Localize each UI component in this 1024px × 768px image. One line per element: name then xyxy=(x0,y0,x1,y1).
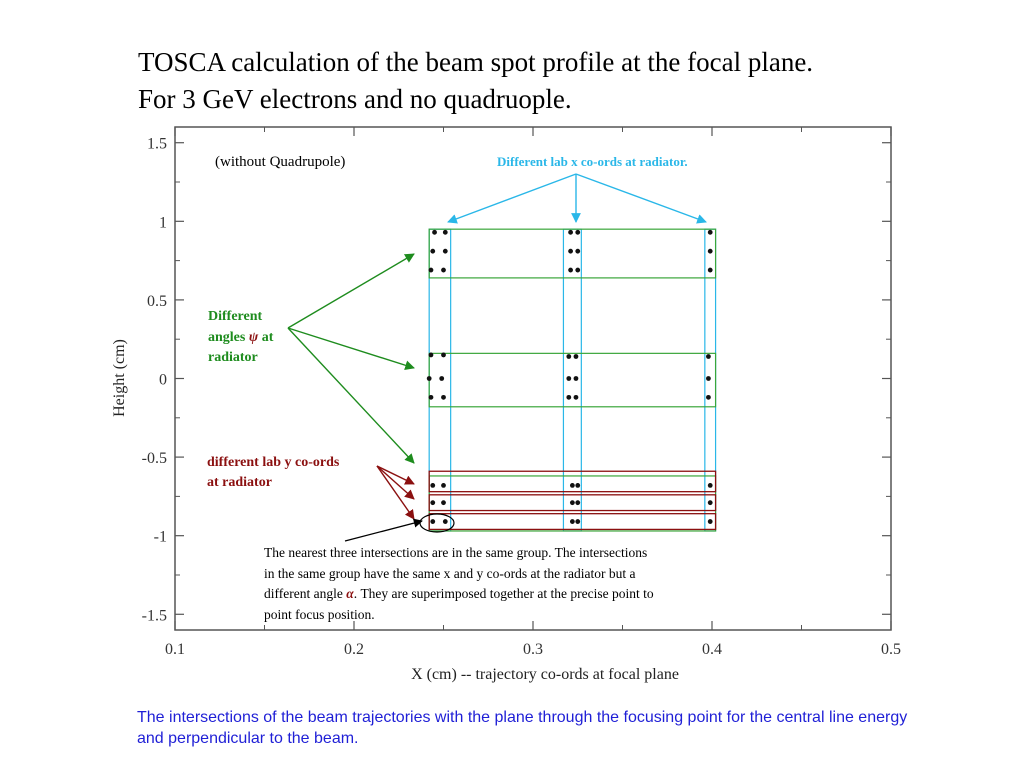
data-point xyxy=(430,482,436,488)
data-point xyxy=(707,229,713,235)
data-point xyxy=(575,500,581,506)
data-point xyxy=(707,519,713,524)
data-point xyxy=(568,267,573,273)
angles-line-2-pre: angles xyxy=(208,330,249,345)
lab-y-row-box xyxy=(428,470,717,493)
lab-y-row-box xyxy=(428,494,717,512)
note-alpha-symbol: α xyxy=(346,586,354,601)
slide-title-line-1: TOSCA calculation of the beam spot profi… xyxy=(138,47,814,77)
data-point xyxy=(573,394,579,400)
annotation-lab-x: Different lab x co-ords at radiator. xyxy=(497,154,688,169)
data-point xyxy=(430,500,436,506)
data-point xyxy=(428,352,434,358)
y-tick-label: -1 xyxy=(154,529,167,546)
y-tick-label: 1.5 xyxy=(147,136,167,153)
y-tick-label: 0 xyxy=(159,372,167,389)
data-point xyxy=(426,376,432,381)
data-point xyxy=(575,229,581,235)
x-axis-label: X (cm) -- trajectory co-ords at focal pl… xyxy=(411,666,679,683)
data-point xyxy=(707,482,713,488)
lab-x-arrows xyxy=(447,173,707,224)
note-line-4: point focus position. xyxy=(264,607,375,622)
y-tick-label: -1.5 xyxy=(142,607,167,624)
y-tick-label: 0.5 xyxy=(147,293,167,310)
data-point xyxy=(706,354,711,359)
data-point xyxy=(706,376,711,381)
data-point xyxy=(430,519,436,524)
annotation-different-angles: Different angles ψ at radiator xyxy=(208,309,277,365)
annotation-lab-y: different lab y co-ords at radiator xyxy=(207,455,343,490)
x-tick-label: 0.5 xyxy=(881,641,901,658)
plot-frame xyxy=(174,126,892,631)
slide-caption: The intersections of the beam trajectori… xyxy=(137,709,908,747)
data-point xyxy=(568,248,573,254)
data-point xyxy=(569,519,575,524)
data-point xyxy=(575,248,581,254)
data-point xyxy=(441,394,446,400)
data-point xyxy=(428,267,434,273)
data-point xyxy=(569,500,575,506)
data-point xyxy=(439,376,445,381)
data-point xyxy=(442,248,448,254)
x-tick-label: 0.3 xyxy=(523,641,543,658)
data-point xyxy=(566,354,572,359)
data-point xyxy=(568,229,573,235)
angle-arrows xyxy=(287,253,415,464)
annotation-without-quadrupole: (without Quadrupole) xyxy=(215,154,345,170)
data-point xyxy=(707,267,713,273)
data-point xyxy=(575,267,581,273)
data-point xyxy=(573,354,579,359)
x-tick-label: 0.2 xyxy=(344,641,364,658)
y-tick-label: -0.5 xyxy=(142,450,167,467)
y-tick-label: 1 xyxy=(159,214,167,231)
angles-line-2-post: at xyxy=(258,330,274,345)
data-point xyxy=(566,394,572,400)
note-line-3-pre: different angle xyxy=(264,586,346,601)
data-points xyxy=(426,229,713,524)
data-point xyxy=(707,248,713,254)
angles-line-3: radiator xyxy=(208,350,258,365)
axis-ticks: 0.1 0.2 0.3 0.4 0.5 -1.5 -1 -0.5 0 0.5 1 1.5 xyxy=(142,127,901,658)
data-point xyxy=(432,229,437,235)
data-point xyxy=(566,376,572,381)
data-point xyxy=(441,500,446,506)
lab-y-row-box xyxy=(428,513,717,531)
data-point xyxy=(441,482,446,488)
data-point xyxy=(707,500,713,506)
lab-y-arrows xyxy=(376,465,415,520)
note-line-1: The nearest three intersections are in t… xyxy=(264,545,647,560)
note-line-2: in the same group have the same x and y … xyxy=(264,566,636,581)
data-point xyxy=(573,376,579,381)
angle-group-box xyxy=(428,228,717,279)
beam-spot-chart: 0.1 0.2 0.3 0.4 0.5 -1.5 -1 -0.5 0 0.5 1 1.5 (witho… xyxy=(111,126,901,683)
data-point xyxy=(441,352,446,358)
angles-line-1: Different xyxy=(208,309,262,324)
data-point xyxy=(575,482,581,488)
data-point xyxy=(706,394,711,400)
angles-psi-symbol: ψ xyxy=(249,330,259,345)
slide-title-line-2: For 3 GeV electrons and no quadruople. xyxy=(138,84,572,114)
lab-y-line-1: different lab y co-ords xyxy=(207,455,340,470)
note-arrow xyxy=(344,518,423,542)
note-line-3-post: . They are superimposed together at the … xyxy=(354,586,654,601)
data-point xyxy=(428,394,434,400)
slide-title: TOSCA calculation of the beam spot profi… xyxy=(138,44,998,118)
data-point xyxy=(442,519,448,524)
lab-y-line-2: at radiator xyxy=(207,475,272,490)
data-point xyxy=(430,248,436,254)
x-tick-label: 0.4 xyxy=(702,641,722,658)
data-point xyxy=(569,482,575,488)
data-point xyxy=(441,267,446,273)
annotation-note: The nearest three intersections are in t… xyxy=(264,545,657,622)
y-axis-label: Height (cm) xyxy=(111,339,128,417)
data-point xyxy=(575,519,581,524)
x-tick-label: 0.1 xyxy=(165,641,185,658)
data-point xyxy=(442,229,448,235)
